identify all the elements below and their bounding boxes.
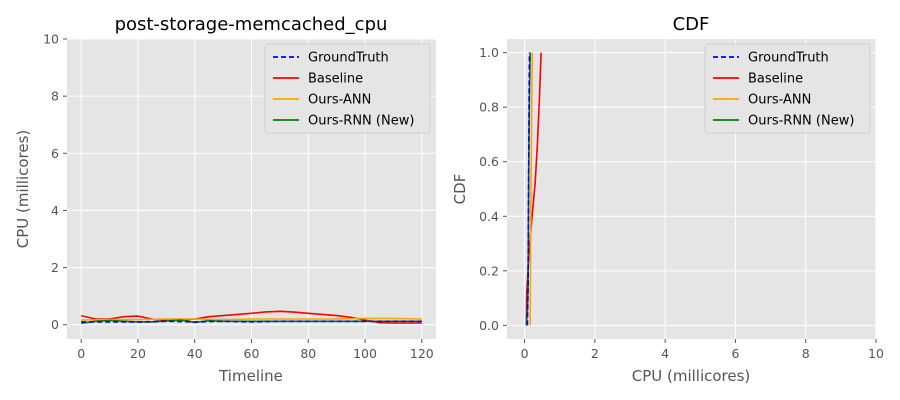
legend-label: GroundTruth <box>308 51 389 66</box>
legend-label: Ours-ANN <box>748 93 811 108</box>
legend-label: Ours-RNN (New) <box>308 114 414 129</box>
legend: GroundTruth Baseline Ours-ANN Ours-RNN (New… <box>704 43 871 134</box>
y-tick-label: 0.2 <box>479 263 499 278</box>
ticks: 0 20 40 60 80 100 120 0 2 4 6 8 10 <box>43 32 434 362</box>
series-line-groundtruth <box>81 320 422 323</box>
y-tick-label: 8 <box>51 89 59 104</box>
legend-label: Baseline <box>308 72 363 87</box>
x-tick-label: 60 <box>244 346 260 361</box>
legend-label: Baseline <box>748 72 803 87</box>
series-line-baseline <box>525 52 542 326</box>
x-tick-label: 40 <box>187 346 203 361</box>
x-tick-label: 100 <box>353 346 377 361</box>
chart-title: post-storage-memcached_cpu <box>115 14 388 35</box>
x-tick-label: 8 <box>802 346 810 361</box>
y-tick-label: 0 <box>51 317 59 332</box>
series-line-ours-ann <box>529 52 534 326</box>
chart-title: CDF <box>673 14 710 35</box>
y-tick-label: 0.4 <box>479 209 499 224</box>
y-tick-label: 6 <box>51 146 59 161</box>
grid <box>67 38 436 339</box>
y-tick-label: 0.8 <box>479 100 499 115</box>
x-tick-label: 80 <box>300 346 316 361</box>
series-line-ours-ann <box>81 317 422 321</box>
y-tick-label: 10 <box>43 32 59 47</box>
x-axis-label: CPU (millicores) <box>632 367 751 385</box>
chart-cpu-timeline: 0 20 40 60 80 100 120 0 2 4 6 8 10 post-storage-memc… <box>14 14 436 385</box>
x-tick-label: 120 <box>410 346 434 361</box>
y-axis-label: CDF <box>451 174 469 205</box>
legend-label: GroundTruth <box>748 51 829 66</box>
series-line-groundtruth <box>526 52 531 326</box>
x-tick-label: 10 <box>868 346 884 361</box>
y-axis-label: CPU (millicores) <box>14 130 32 249</box>
y-tick-label: 1.0 <box>479 45 499 60</box>
legend-box <box>264 43 431 134</box>
legend: GroundTruth Baseline Ours-ANN Ours-RNN (New… <box>264 43 431 134</box>
x-axis-label: Timeline <box>218 367 283 385</box>
y-tick-label: 0.6 <box>479 154 499 169</box>
x-tick-label: 4 <box>661 346 669 361</box>
legend-label: Ours-ANN <box>308 93 371 108</box>
chart-cdf: 0 2 4 6 8 10 0.0 0.2 0.4 0.6 0.8 1.0 CDF CPU (milli… <box>451 14 884 385</box>
y-tick-label: 4 <box>51 203 59 218</box>
y-tick-label: 0.0 <box>479 318 499 333</box>
legend-label: Ours-RNN (New) <box>748 114 854 129</box>
y-tick-label: 2 <box>51 260 59 275</box>
ticks: 0 2 4 6 8 10 0.0 0.2 0.4 0.6 0.8 1.0 <box>479 45 884 361</box>
legend-box <box>704 43 871 134</box>
x-tick-label: 6 <box>731 346 739 361</box>
x-tick-label: 0 <box>77 346 85 361</box>
x-tick-label: 0 <box>521 346 529 361</box>
series-line-baseline <box>81 310 422 324</box>
series-lines <box>525 52 542 326</box>
x-tick-label: 2 <box>591 346 599 361</box>
series-lines <box>81 310 422 325</box>
x-tick-label: 20 <box>130 346 146 361</box>
